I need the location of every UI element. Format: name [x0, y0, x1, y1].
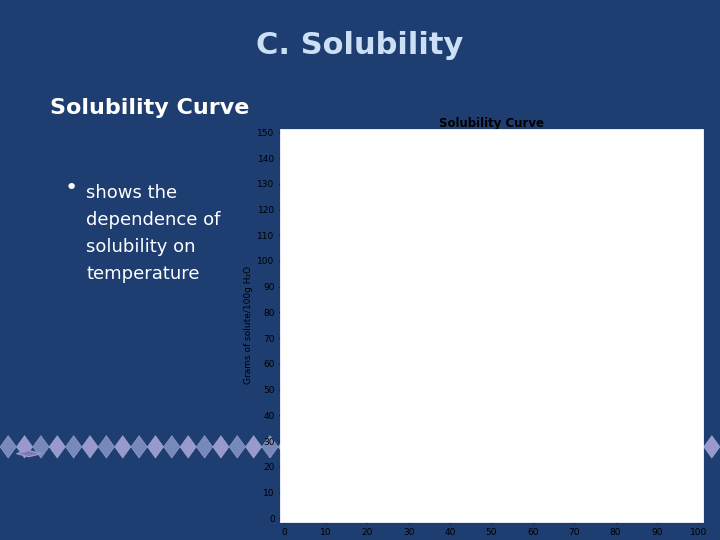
- Polygon shape: [278, 436, 294, 458]
- Polygon shape: [262, 436, 278, 458]
- Title: Solubility Curve: Solubility Curve: [439, 117, 544, 130]
- Polygon shape: [32, 436, 49, 458]
- Text: Na$_2$SO$_4$: Na$_2$SO$_4$: [292, 378, 328, 390]
- Polygon shape: [66, 436, 82, 458]
- Text: HCl: HCl: [388, 323, 403, 333]
- Polygon shape: [229, 436, 246, 458]
- Polygon shape: [82, 436, 98, 458]
- Polygon shape: [442, 436, 458, 458]
- Polygon shape: [197, 436, 212, 458]
- Polygon shape: [294, 436, 311, 458]
- Polygon shape: [392, 436, 409, 458]
- Y-axis label: Grams of solute/100g H₂O: Grams of solute/100g H₂O: [244, 266, 253, 384]
- Text: KClO$_3$: KClO$_3$: [554, 424, 581, 437]
- Polygon shape: [638, 436, 654, 458]
- Polygon shape: [654, 436, 671, 458]
- Text: shows the
dependence of
solubility on
temperature: shows the dependence of solubility on te…: [86, 184, 221, 283]
- Polygon shape: [474, 436, 491, 458]
- Text: KI: KI: [289, 151, 297, 160]
- Polygon shape: [212, 436, 229, 458]
- Polygon shape: [557, 436, 572, 458]
- Polygon shape: [688, 436, 703, 458]
- Polygon shape: [246, 436, 262, 458]
- Polygon shape: [409, 436, 426, 458]
- Polygon shape: [523, 436, 540, 458]
- Polygon shape: [703, 436, 720, 458]
- Text: KCl: KCl: [587, 380, 601, 389]
- Polygon shape: [17, 436, 32, 458]
- Text: SO$_2$: SO$_2$: [516, 499, 534, 511]
- Polygon shape: [572, 436, 589, 458]
- Polygon shape: [328, 436, 343, 458]
- Polygon shape: [491, 436, 508, 458]
- Polygon shape: [671, 436, 688, 458]
- Polygon shape: [589, 436, 606, 458]
- Text: KNO$_3$: KNO$_3$: [508, 273, 534, 285]
- Polygon shape: [606, 436, 622, 458]
- Polygon shape: [114, 436, 131, 458]
- Polygon shape: [508, 436, 523, 458]
- Polygon shape: [458, 436, 474, 458]
- Polygon shape: [540, 436, 557, 458]
- Polygon shape: [311, 436, 328, 458]
- Polygon shape: [426, 436, 442, 458]
- Text: •: •: [65, 178, 78, 198]
- Polygon shape: [148, 436, 163, 458]
- Text: NH$_4$Cl: NH$_4$Cl: [599, 324, 626, 336]
- Legend: gases, solids: gases, solids: [629, 148, 694, 179]
- Polygon shape: [49, 436, 66, 458]
- Polygon shape: [180, 436, 197, 458]
- Polygon shape: [360, 436, 377, 458]
- Polygon shape: [131, 436, 148, 458]
- Polygon shape: [163, 436, 180, 458]
- Text: NaNO$_3$: NaNO$_3$: [359, 232, 390, 244]
- Polygon shape: [17, 450, 41, 457]
- Polygon shape: [377, 436, 392, 458]
- Text: Solubility Curve: Solubility Curve: [50, 98, 250, 118]
- Polygon shape: [622, 436, 638, 458]
- Polygon shape: [0, 436, 17, 458]
- Text: C. Solubility: C. Solubility: [256, 31, 464, 60]
- Text: NH$_3$: NH$_3$: [388, 350, 407, 362]
- Text: NaCl: NaCl: [475, 416, 496, 425]
- Polygon shape: [98, 436, 114, 458]
- Polygon shape: [343, 436, 360, 458]
